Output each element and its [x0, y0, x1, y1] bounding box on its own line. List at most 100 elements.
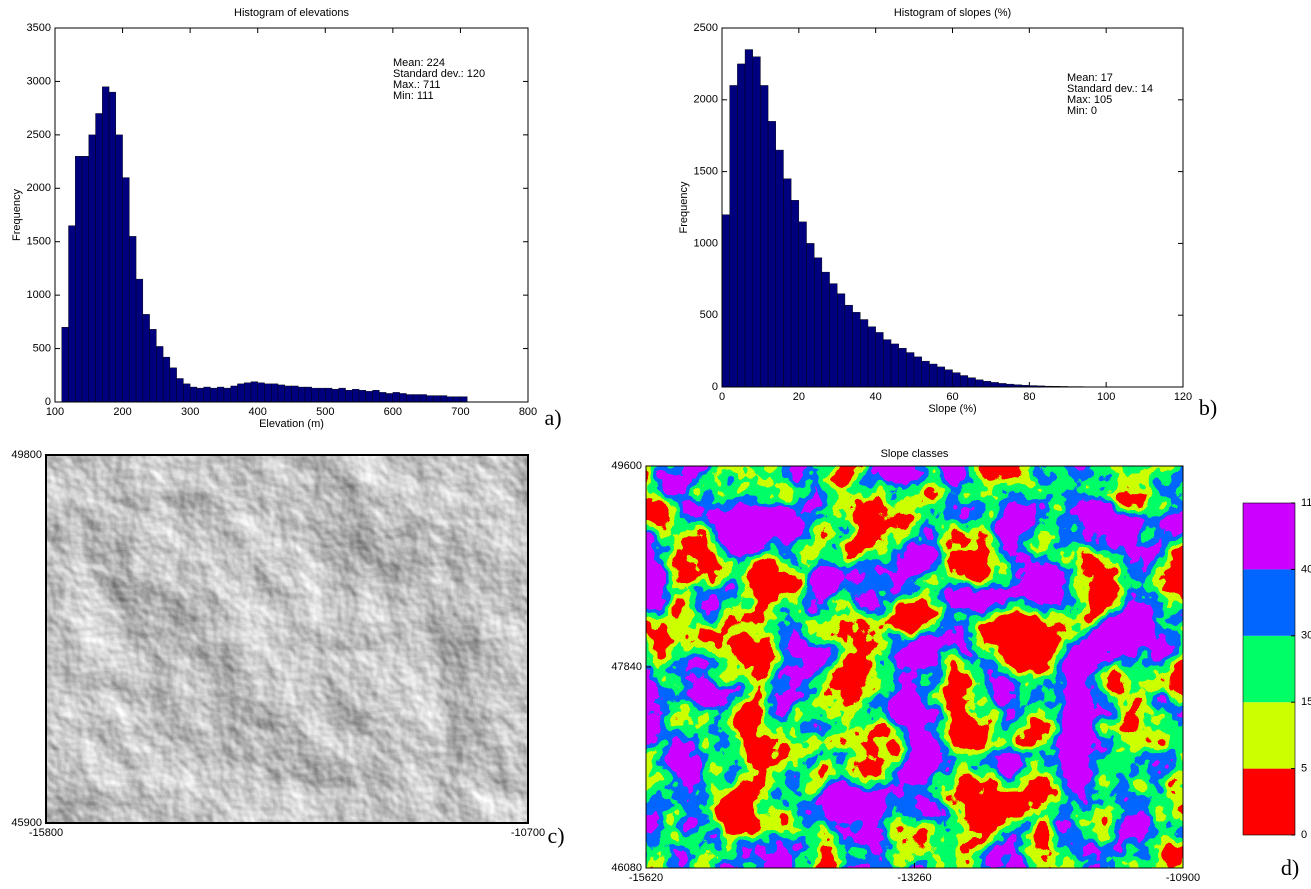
bar — [875, 332, 884, 388]
y-tick-label: 2500 — [27, 129, 51, 141]
x-tick-label: 60 — [946, 391, 958, 403]
colorbar-tick-label: 30 — [1301, 630, 1311, 642]
bar — [898, 348, 907, 388]
bar — [372, 390, 380, 403]
bar — [122, 177, 130, 403]
colorbar-tick-label: 0 — [1301, 829, 1307, 841]
bar — [844, 304, 853, 388]
bar — [284, 385, 292, 403]
bar — [379, 392, 387, 403]
bar — [156, 346, 164, 403]
bar — [264, 383, 272, 403]
x-tick-label: 700 — [451, 406, 469, 418]
bar — [210, 387, 218, 403]
bar — [203, 386, 211, 403]
bar — [216, 386, 225, 403]
panel-label: d) — [1281, 855, 1299, 880]
bar — [990, 382, 999, 388]
annotation: Min: 0 — [1067, 105, 1097, 117]
x-tick-label: 80 — [1023, 391, 1035, 403]
y-tick-label: 3000 — [27, 75, 51, 87]
bar — [860, 319, 869, 388]
y-tick-label: 500 — [33, 342, 51, 354]
bar — [921, 360, 930, 388]
bar — [304, 386, 312, 403]
bar — [223, 387, 231, 403]
bar — [936, 366, 946, 388]
bar — [88, 134, 96, 403]
x-tick-label: -15620 — [629, 872, 663, 884]
chart-title: Slope classes — [881, 448, 949, 460]
colorbar-tick-label: 5 — [1301, 763, 1307, 775]
y-tick-label: 2500 — [694, 22, 718, 34]
bar — [737, 63, 746, 388]
bar — [365, 391, 373, 403]
bar — [102, 86, 110, 403]
axes-frame — [54, 27, 529, 403]
bar — [392, 392, 400, 403]
bar — [345, 390, 353, 403]
bar — [829, 283, 838, 388]
bar — [975, 379, 984, 388]
bar — [196, 387, 204, 403]
x-tick-label: 40 — [870, 391, 882, 403]
bar — [230, 385, 238, 403]
chart-title: Histogram of slopes (%) — [894, 7, 1011, 19]
bar — [95, 113, 103, 403]
bar — [189, 386, 198, 403]
x-axis-label: Slope (%) — [928, 403, 976, 415]
y-tick-label: 46080 — [611, 862, 642, 874]
bar — [399, 393, 407, 403]
bar — [929, 363, 938, 388]
class-image — [646, 466, 1183, 868]
bar — [446, 396, 454, 403]
x-tick-label: 120 — [1174, 391, 1192, 403]
bar — [744, 49, 753, 388]
y-tick-label: 2000 — [27, 182, 51, 194]
bar — [61, 327, 69, 403]
bar — [115, 134, 123, 403]
y-tick-label: 2000 — [694, 94, 718, 106]
bar — [460, 396, 468, 403]
annotation: Standard dev.: 120 — [393, 68, 485, 80]
bar — [135, 278, 144, 403]
bar — [75, 156, 83, 403]
annotation: Min: 111 — [393, 90, 434, 102]
x-tick-label: -10700 — [511, 827, 545, 839]
bar — [983, 381, 992, 388]
bar — [176, 378, 184, 403]
bar — [798, 221, 807, 388]
x-tick-label: 300 — [181, 406, 199, 418]
bar — [721, 214, 730, 388]
colorbar-tick-label: 40 — [1301, 563, 1311, 575]
axes-frame — [721, 27, 1184, 388]
colorbar-tick-label: 15 — [1301, 696, 1311, 708]
bar — [257, 382, 265, 403]
bar — [906, 352, 915, 388]
hillshade-image — [46, 455, 528, 823]
x-tick-label: 0 — [719, 391, 725, 403]
bar — [806, 243, 815, 388]
colorbar-frame — [1242, 502, 1296, 836]
bar — [331, 388, 339, 403]
y-tick-label: 49600 — [611, 460, 642, 472]
x-tick-label: 100 — [46, 406, 64, 418]
bar — [338, 387, 346, 403]
y-axis-label: Frequency — [11, 189, 23, 241]
colorbar-segment — [1243, 503, 1295, 570]
bar — [406, 394, 414, 403]
bar — [837, 293, 846, 388]
bar — [237, 383, 245, 403]
bar — [913, 356, 922, 388]
annotation: Mean: 224 — [393, 57, 445, 69]
x-axis-label: Elevation (m) — [259, 418, 324, 430]
x-tick-label: -10900 — [1166, 872, 1200, 884]
y-tick-label: 1500 — [694, 166, 718, 178]
x-tick-label: -15800 — [29, 827, 63, 839]
bar — [325, 387, 333, 403]
y-tick-label: 0 — [712, 381, 718, 393]
x-tick-label: 20 — [793, 391, 805, 403]
x-tick-label: 500 — [316, 406, 334, 418]
bar — [108, 91, 117, 403]
